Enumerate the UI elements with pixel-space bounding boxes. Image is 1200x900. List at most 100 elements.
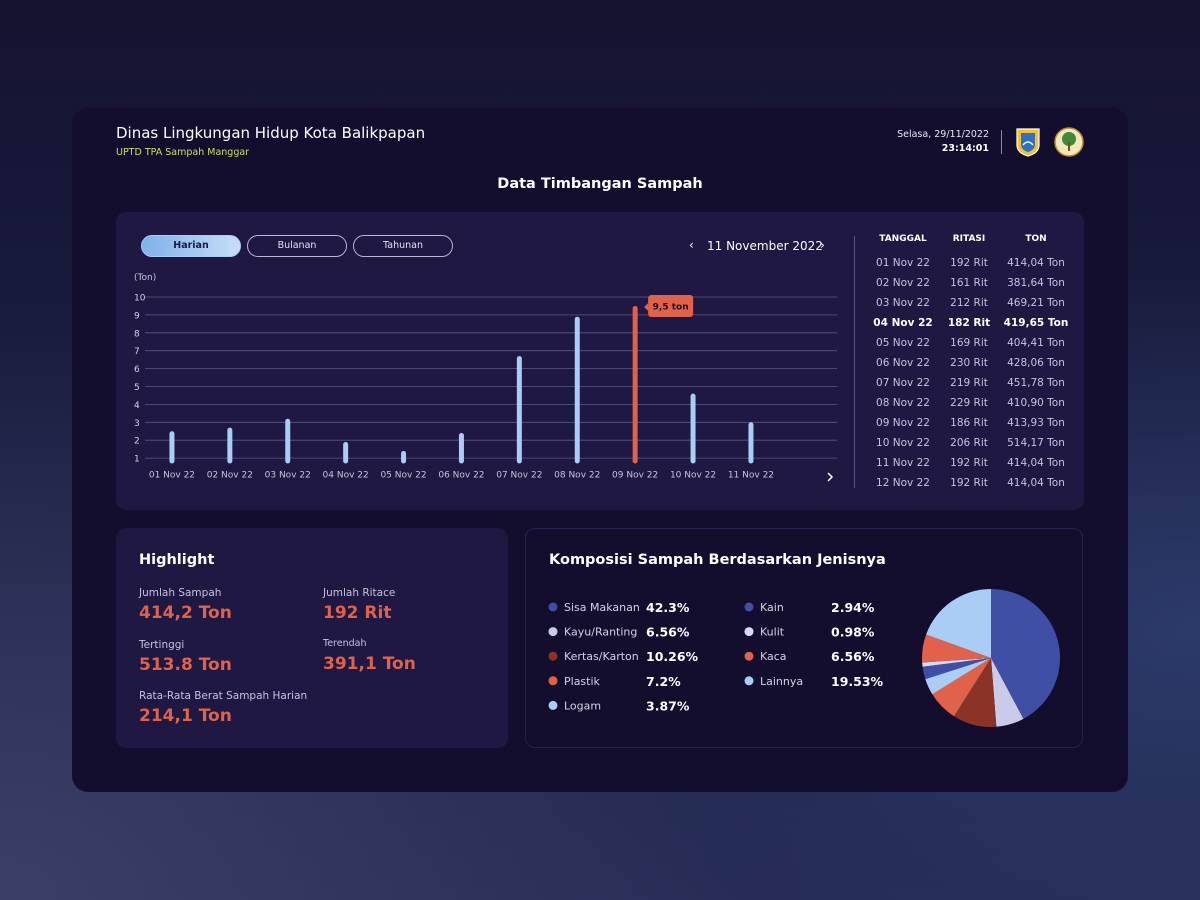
table-cell: 01 Nov 22 xyxy=(876,257,930,269)
x-tick-label: 11 Nov 22 xyxy=(728,470,774,480)
table-cell: 169 Rit xyxy=(950,337,988,349)
pie-slice xyxy=(922,658,991,667)
table-header: RITASI xyxy=(952,234,986,244)
table-cell: 192 Rit xyxy=(950,457,988,469)
highlight-panel xyxy=(116,528,508,748)
bar xyxy=(401,450,407,464)
table-cell: 414,04 Ton xyxy=(1007,457,1065,469)
header-title: Dinas Lingkungan Hidup Kota Balikpapan xyxy=(116,124,426,142)
x-tick-label: 08 Nov 22 xyxy=(554,470,600,480)
logo-city xyxy=(1016,128,1040,157)
x-tick-label: 01 Nov 22 xyxy=(149,470,195,480)
legend-value: 19.53% xyxy=(831,674,884,689)
chart-panel xyxy=(116,212,1084,510)
table-cell: 161 Rit xyxy=(950,277,988,289)
bar xyxy=(516,356,522,464)
legend-value: 3.87% xyxy=(646,698,690,713)
table-cell: 192 Rit xyxy=(950,257,988,269)
legend-label: Logam xyxy=(564,699,601,712)
legend-swatch xyxy=(744,602,754,612)
table-cell: 229 Rit xyxy=(950,397,988,409)
highlight-label: Tertinggi xyxy=(139,639,185,651)
bar xyxy=(227,427,233,464)
legend-swatch xyxy=(548,651,558,661)
table-cell: 02 Nov 22 xyxy=(876,277,930,289)
legend-label: Kulit xyxy=(760,626,785,639)
bar xyxy=(690,393,696,464)
data-table: TANGGAL RITASI TON 01 Nov 22 192 Rit 414,04 T… xyxy=(860,232,1080,488)
legend-value: 0.98% xyxy=(831,625,875,640)
table-divider xyxy=(854,236,855,488)
table-cell: 10 Nov 22 xyxy=(876,437,930,449)
legend-value: 42.3% xyxy=(646,600,690,615)
divider xyxy=(1001,130,1002,154)
y-tick-label: 10 xyxy=(134,294,146,304)
y-tick-label: 9 xyxy=(134,311,140,321)
composition-title: Komposisi Sampah Berdasarkan Jenisnya xyxy=(549,552,886,568)
tab[interactable]: Tahunan xyxy=(353,235,453,257)
table-cell: 230 Rit xyxy=(950,357,988,369)
y-axis-label: (Ton) xyxy=(134,273,156,283)
table-cell: 05 Nov 22 xyxy=(876,337,930,349)
highlight-value: 414,2 Ton xyxy=(139,603,232,623)
table-cell: 08 Nov 22 xyxy=(876,397,930,409)
tooltip-box xyxy=(648,294,694,317)
x-tick-label: 09 Nov 22 xyxy=(612,470,658,480)
y-tick-label: 4 xyxy=(134,401,140,411)
table-cell: 414,04 Ton xyxy=(1007,477,1065,488)
highlight-label: Terendah xyxy=(323,638,367,649)
table-cell: 212 Rit xyxy=(950,297,988,309)
pie-slice xyxy=(922,634,991,663)
bar xyxy=(285,418,291,464)
table-cell: 186 Rit xyxy=(950,417,988,429)
table-cell: 04 Nov 22 xyxy=(873,317,933,329)
table-cell: 514,17 Ton xyxy=(1007,437,1065,449)
legend-value: 2.94% xyxy=(831,600,875,615)
y-tick-label: 2 xyxy=(134,437,140,447)
table-cell: 03 Nov 22 xyxy=(876,297,930,309)
header-time: 23:14:01 xyxy=(941,143,989,154)
tab[interactable]: Harian xyxy=(141,235,241,257)
legend-label: Kayu/Ranting xyxy=(564,626,637,639)
table-cell: 428,06 Ton xyxy=(1007,357,1065,369)
tab[interactable]: Bulanan xyxy=(247,235,347,257)
legend-value: 6.56% xyxy=(646,625,690,640)
legend-swatch xyxy=(548,602,558,612)
highlight-value: 391,1 Ton xyxy=(323,654,416,674)
bar xyxy=(169,431,175,464)
legend-swatch xyxy=(548,676,558,686)
x-tick-label: 03 Nov 22 xyxy=(265,470,311,480)
pie-slice xyxy=(925,658,991,695)
next-arrow[interactable]: › xyxy=(820,238,825,252)
prev-arrow[interactable]: ‹ xyxy=(689,238,694,252)
table-cell: 404,41 Ton xyxy=(1007,337,1065,349)
table-cell: 11 Nov 22 xyxy=(876,457,930,469)
highlight-title: Highlight xyxy=(139,552,215,568)
y-tick-label: 1 xyxy=(134,455,140,465)
table-cell: 06 Nov 22 xyxy=(876,357,930,369)
y-tick-label: 8 xyxy=(134,329,140,339)
highlight-value: 192 Rit xyxy=(323,603,392,623)
pie-slice xyxy=(922,658,991,680)
table-cell: 12 Nov 22 xyxy=(876,477,930,488)
header-subtitle: UPTD TPA Sampah Manggar xyxy=(116,147,250,158)
bar xyxy=(343,441,349,464)
highlight-label: Jumlah Sampah xyxy=(139,587,222,599)
bar xyxy=(458,433,464,464)
pie-slice xyxy=(926,589,991,658)
pie-slice xyxy=(932,658,991,717)
bar-chart: (Ton) 1 2 3 4 5 6 7 8 9 10 01 Nov 22 02 Nov 22 03 Nov… xyxy=(134,273,837,482)
y-tick-label: 5 xyxy=(134,383,140,393)
legend-label: Plastik xyxy=(564,675,601,688)
date-nav: 11 November 2022 xyxy=(707,239,823,253)
composition-panel xyxy=(525,528,1083,748)
y-tick-label: 7 xyxy=(134,347,140,357)
table-cell: 206 Rit xyxy=(950,437,988,449)
legend-label: Sisa Makanan xyxy=(564,601,640,614)
pie-slice xyxy=(954,658,997,727)
legend-value: 6.56% xyxy=(831,649,875,664)
table-header: TON xyxy=(1025,234,1047,244)
pie-slice xyxy=(991,658,1024,727)
chart-next-arrow[interactable] xyxy=(827,472,834,482)
